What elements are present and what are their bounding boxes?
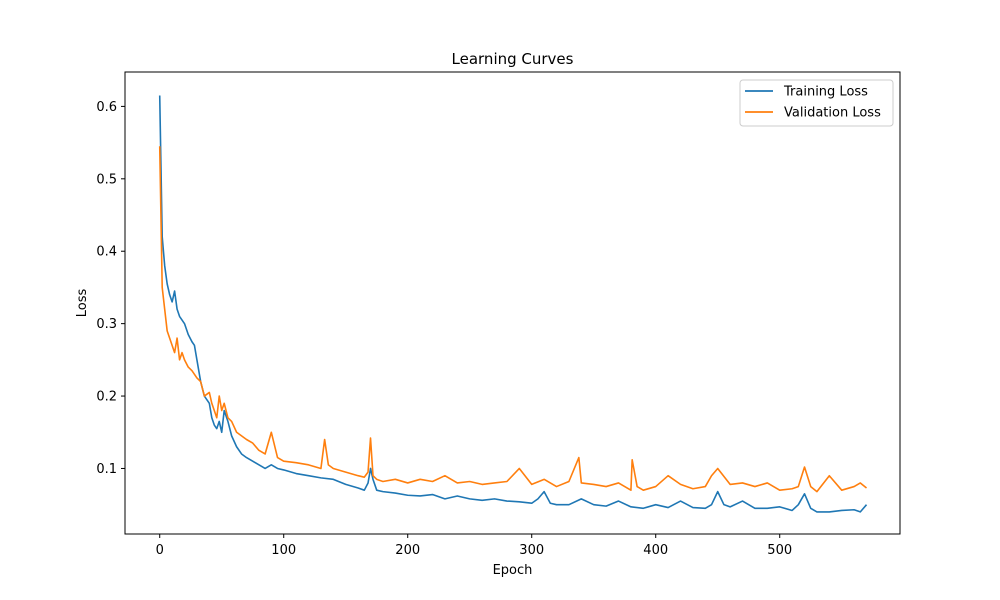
y-tick-label: 0.3 [96, 317, 117, 332]
x-tick-label: 100 [271, 543, 296, 558]
legend: Training Loss Validation Loss [739, 79, 894, 127]
x-tick-label: 300 [519, 543, 544, 558]
plot-frame [124, 71, 901, 535]
chart-title: Learning Curves [452, 50, 574, 68]
y-axis-label: Loss [75, 289, 90, 318]
series-line-validation-loss [158, 146, 868, 493]
x-tick-label: 200 [395, 543, 420, 558]
y-tick-label: 0.5 [96, 172, 117, 187]
legend-label-training-loss: Training Loss [783, 85, 868, 100]
x-tick-label: 400 [643, 543, 668, 558]
x-tick-label: 0 [156, 543, 164, 558]
x-tick-label: 500 [767, 543, 792, 558]
y-tick-label: 0.6 [96, 100, 117, 115]
y-tick-label: 0.2 [96, 390, 117, 405]
legend-box [739, 79, 894, 127]
x-axis-label: Epoch [493, 563, 533, 578]
legend-label-validation-loss: Validation Loss [784, 106, 881, 121]
y-tick-label: 0.4 [96, 245, 117, 260]
y-tick-label: 0.1 [96, 462, 117, 477]
